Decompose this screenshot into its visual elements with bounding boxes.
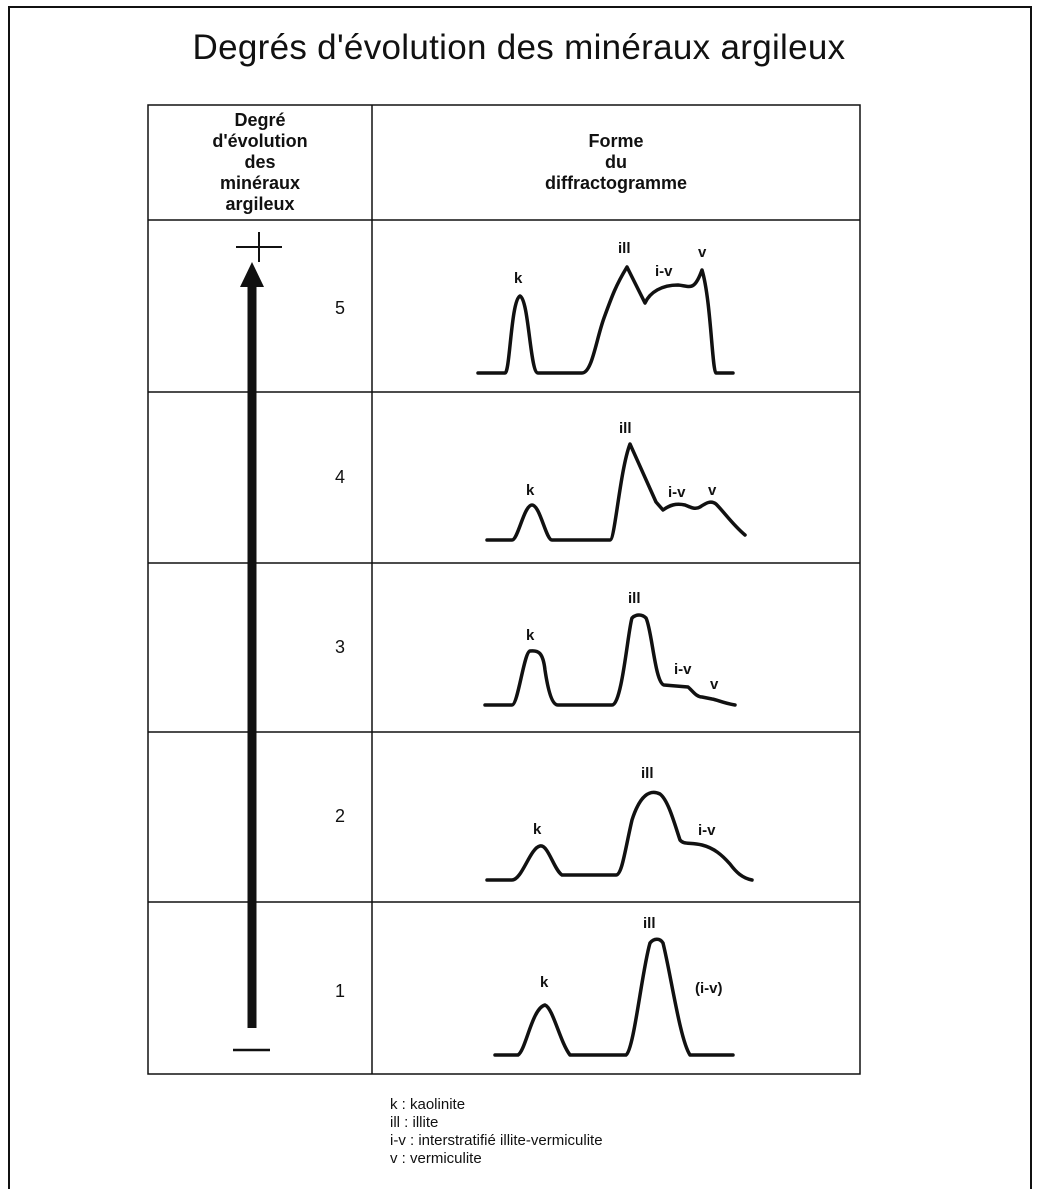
peak-label-v: v <box>710 676 719 693</box>
degree-label-4: 4 <box>334 467 345 487</box>
header-line: minéraux <box>219 173 301 193</box>
diffractogram-curve-2 <box>485 790 754 882</box>
evolution-arrow <box>233 232 282 1052</box>
header-line: argileux <box>225 194 295 214</box>
peak-label-iv: i-v <box>698 822 716 839</box>
table-grid <box>147 104 861 1075</box>
legend-item: v : vermiculite <box>390 1150 482 1167</box>
header-diffractogram-shape: Forme du diffractogramme <box>372 131 860 194</box>
header-line: diffractogramme <box>544 173 688 193</box>
legend: k : kaolinite ill : illite i-v : interst… <box>390 1096 603 1168</box>
diffractogram-curve-1 <box>493 937 735 1057</box>
peak-label-v: v <box>708 482 717 499</box>
peak-label-ill: ill <box>643 915 656 932</box>
header-line: d'évolution <box>212 131 308 151</box>
peak-label-iv: i-v <box>668 484 686 501</box>
header-line: du <box>605 152 627 172</box>
page-border <box>8 6 1032 1189</box>
peak-label-k: k <box>526 627 535 644</box>
peak-label-ill: ill <box>619 420 632 437</box>
peak-label-iv: (i-v) <box>695 980 723 997</box>
legend-item: i-v : interstratifié illite-vermiculite <box>390 1132 603 1149</box>
diffractogram-curve-5 <box>476 265 735 375</box>
table-frame <box>147 104 861 1075</box>
degree-label-1: 1 <box>334 981 345 1001</box>
diffractogram-curve-4 <box>485 442 747 542</box>
header-line: Forme <box>588 131 644 151</box>
diffractogram-curve-3 <box>483 613 737 707</box>
header-degree-evolution: Degré d'évolution des minéraux argileux <box>148 110 372 215</box>
degree-label-5: 5 <box>334 298 345 318</box>
degree-label-2: 2 <box>334 806 345 826</box>
arrow-head <box>240 262 264 287</box>
header-line: des <box>244 152 276 172</box>
peak-label-ill: ill <box>618 240 631 257</box>
header-line: Degré <box>234 110 286 130</box>
page-title: Degrés d'évolution des minéraux argileux <box>192 28 846 67</box>
peak-label-k: k <box>526 482 535 499</box>
peak-label-v: v <box>698 244 707 261</box>
peak-label-ill: ill <box>628 590 641 607</box>
legend-item: ill : illite <box>390 1114 439 1131</box>
peak-label-iv: i-v <box>655 263 673 280</box>
diffractograms <box>476 265 754 1057</box>
peak-label-iv: i-v <box>674 661 692 678</box>
legend-item: k : kaolinite <box>390 1096 466 1113</box>
peak-label-k: k <box>540 974 549 991</box>
peak-label-k: k <box>533 821 542 838</box>
degree-label-3: 3 <box>334 637 345 657</box>
peak-label-k: k <box>514 270 523 287</box>
peak-label-ill: ill <box>641 765 654 782</box>
